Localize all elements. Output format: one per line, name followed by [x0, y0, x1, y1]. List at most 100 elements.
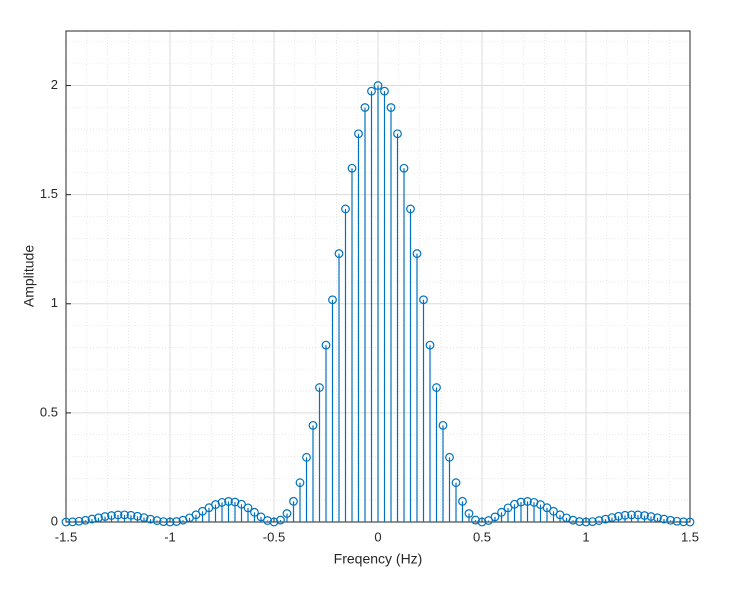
- stem-marker: [74, 516, 84, 526]
- stem-marker: [276, 515, 285, 525]
- stem-marker: [321, 340, 331, 350]
- stem-marker: [198, 506, 207, 516]
- stem-marker: [633, 510, 643, 520]
- y-tick-label: 0.5: [40, 404, 58, 419]
- stem-marker: [614, 511, 623, 521]
- stem-marker: [94, 513, 103, 523]
- stem-marker: [367, 86, 376, 96]
- stem-marker: [607, 513, 617, 523]
- y-tick-label: 0: [51, 513, 58, 528]
- stem-marker: [81, 515, 90, 525]
- stem-marker: [516, 497, 526, 507]
- stem-marker: [581, 517, 591, 527]
- stem-marker: [406, 204, 415, 214]
- stem-marker: [685, 517, 695, 527]
- stem-marker: [588, 517, 597, 527]
- stem-marker: [679, 517, 688, 527]
- stem-marker: [107, 511, 116, 520]
- stem-marker: [139, 513, 149, 523]
- stem-marker: [61, 517, 71, 527]
- stem-marker: [295, 478, 305, 488]
- stem-marker: [503, 503, 513, 513]
- stem-marker: [113, 510, 123, 520]
- stem-marker: [237, 499, 246, 509]
- stem-marker: [484, 516, 493, 525]
- stem-marker: [68, 517, 77, 527]
- stem-marker: [146, 514, 155, 524]
- stem-marker: [627, 510, 636, 520]
- stem-marker: [659, 514, 669, 524]
- x-axis-label: Freqency (Hz): [334, 551, 423, 567]
- stem-marker: [549, 506, 558, 516]
- stem-marker: [373, 81, 383, 90]
- stem-marker: [393, 129, 402, 139]
- stem-marker: [523, 497, 532, 506]
- stem-marker: [263, 516, 272, 525]
- stem-marker: [464, 509, 474, 518]
- stem-marker: [341, 204, 350, 214]
- stem-marker: [646, 512, 656, 521]
- stem-marker: [419, 295, 428, 305]
- stem-marker: [165, 517, 175, 527]
- stem-marker: [256, 512, 266, 522]
- x-tick-label: -0.5: [263, 529, 285, 544]
- stem-marker: [152, 516, 162, 525]
- stem-marker: [653, 513, 662, 523]
- y-tick-label: 2: [51, 77, 58, 92]
- stem-marker: [302, 452, 311, 462]
- stem-marker: [191, 510, 201, 520]
- stem-marker: [354, 129, 363, 139]
- y-tick-label: 1: [51, 295, 58, 310]
- x-tick-label: 1.5: [681, 529, 699, 544]
- stem-marker: [87, 514, 97, 524]
- stem-marker: [243, 503, 253, 513]
- stem-marker: [438, 420, 448, 430]
- stem-marker: [399, 163, 409, 173]
- x-tick-label: 1: [582, 529, 589, 544]
- stem-marker: [477, 517, 487, 527]
- stem-marker: [666, 515, 675, 525]
- stem-marker: [308, 420, 318, 430]
- x-tick-label: -1.5: [55, 529, 77, 544]
- x-tick-label: -1: [164, 529, 176, 544]
- stem-marker: [412, 249, 422, 258]
- stem-marker: [458, 496, 467, 506]
- stem-marker: [159, 517, 168, 527]
- stem-marker: [601, 514, 610, 524]
- stem-marker: [360, 103, 370, 112]
- y-tick-label: 1.5: [40, 186, 58, 201]
- stem-marker: [334, 249, 344, 258]
- y-axis-label: Amplitude: [21, 245, 37, 307]
- stem-marker: [640, 511, 649, 520]
- stem-marker: [497, 507, 506, 517]
- stem-marker: [490, 512, 500, 522]
- stem-marker: [386, 103, 396, 112]
- stem-marker: [250, 507, 259, 517]
- stem-marker: [224, 497, 233, 506]
- stem-marker: [575, 517, 584, 526]
- stem-marker: [594, 516, 604, 525]
- x-tick-label: 0.5: [473, 529, 491, 544]
- stem-marker: [217, 497, 227, 507]
- stem-marker: [425, 340, 435, 350]
- stem-marker: [289, 496, 298, 506]
- stem-marker: [620, 510, 630, 520]
- stem-marker: [380, 86, 389, 96]
- x-tick-label: 0: [374, 529, 381, 544]
- stem-marker: [133, 511, 142, 521]
- stem-marker: [328, 295, 337, 305]
- stem-marker: [568, 515, 578, 525]
- stem-marker: [315, 383, 324, 392]
- stem-marker: [451, 478, 461, 488]
- stem-marker: [432, 383, 441, 392]
- stem-marker: [120, 510, 129, 520]
- stem-marker: [347, 163, 357, 173]
- stem-marker: [471, 515, 480, 525]
- stem-marker: [126, 510, 136, 520]
- stem-marker: [672, 516, 682, 526]
- stem-marker: [269, 517, 279, 527]
- stem-marker: [445, 452, 454, 462]
- stem-marker: [282, 509, 292, 518]
- stem-marker: [100, 512, 110, 521]
